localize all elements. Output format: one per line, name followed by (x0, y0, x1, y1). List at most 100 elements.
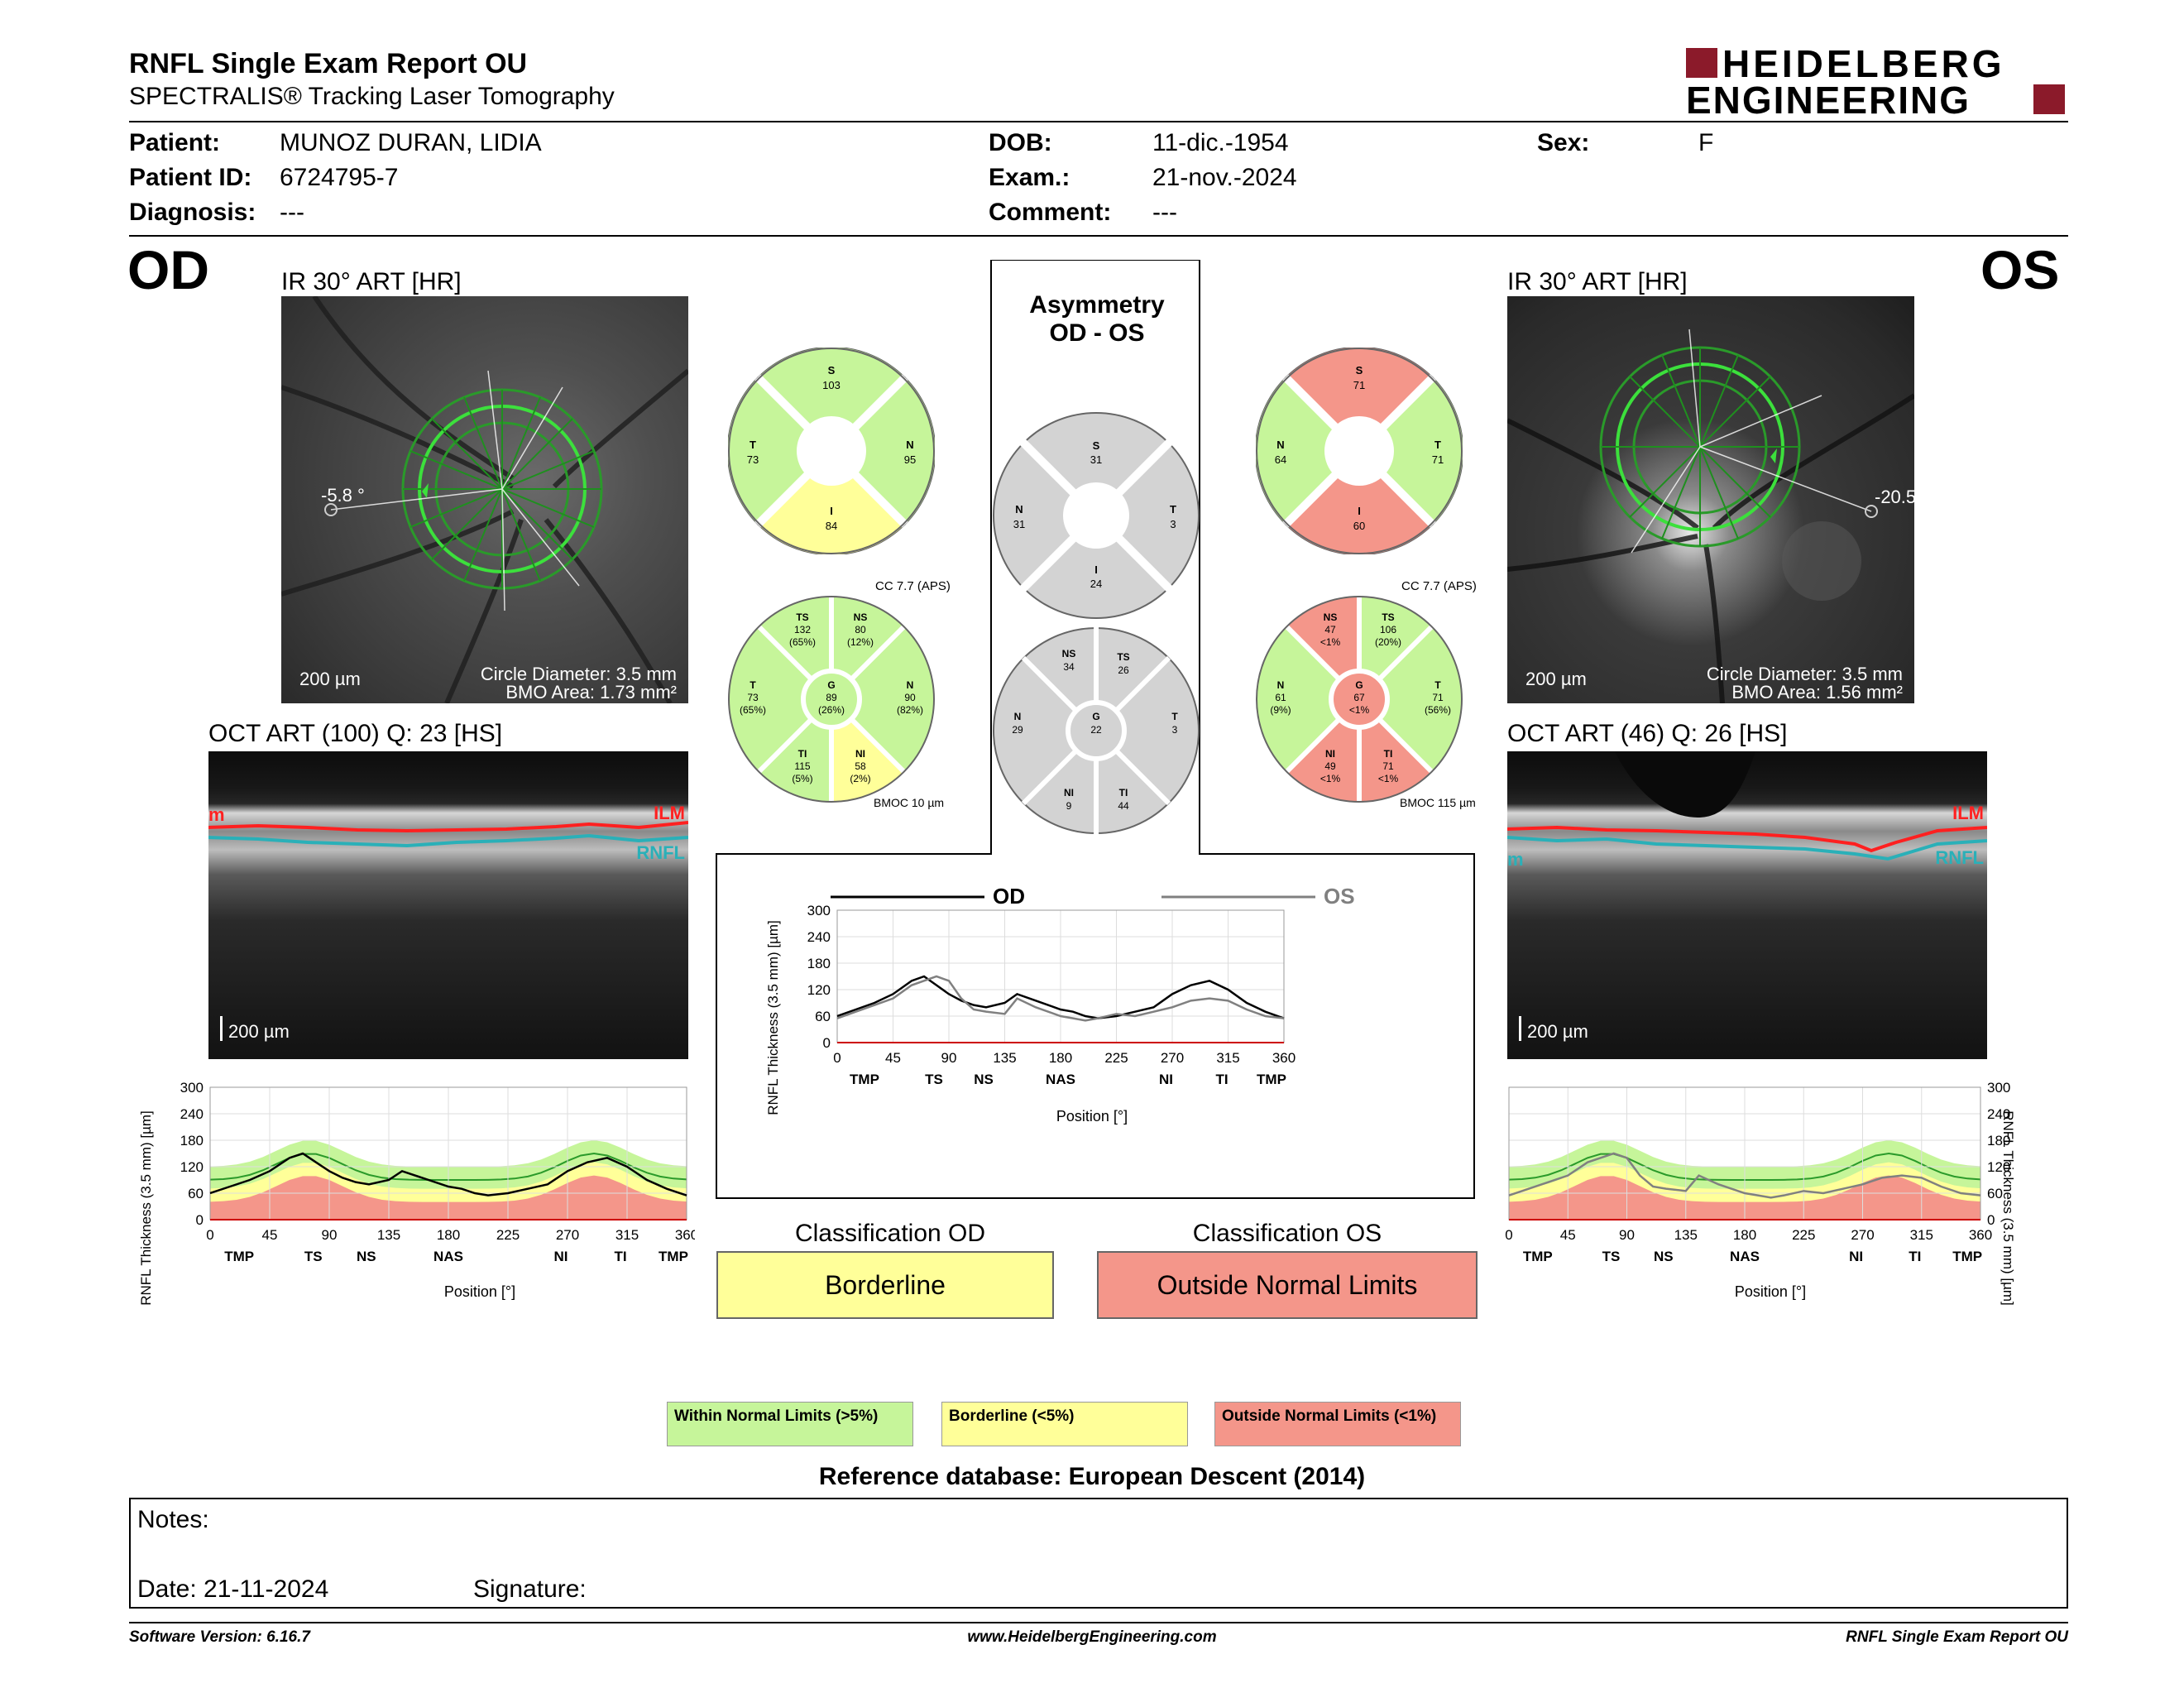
center-ytick-label: 300 (807, 903, 831, 918)
od-profile-sector-label: NAS (433, 1249, 463, 1264)
svg-text:115: 115 (794, 760, 810, 772)
svg-text:T: T (1434, 439, 1441, 451)
os-profile-chart: RNFL Thickness (3.5 mm) [µm] Position [°… (1505, 1080, 2016, 1306)
classification-od-box: Borderline (716, 1251, 1054, 1319)
svg-text:I: I (830, 505, 833, 517)
center-sector-label: NAS (1046, 1072, 1075, 1087)
os-profile-xtick-label: 315 (1910, 1227, 1933, 1243)
os-ir-scale: 200 µm (1525, 669, 1587, 689)
svg-text:(65%): (65%) (789, 636, 816, 648)
os-profile-xtick-label: 360 (1969, 1227, 1992, 1243)
od-profile-sector-label: TI (614, 1249, 626, 1264)
svg-text:61: 61 (1275, 692, 1286, 703)
svg-text:73: 73 (747, 692, 759, 703)
od-angle: -5.8 ° (321, 485, 365, 506)
od-ilm-label: ILM (654, 803, 685, 823)
report-title: RNFL Single Exam Report OU (129, 48, 528, 79)
svg-text:67: 67 (1353, 692, 1365, 703)
notes-label: Notes: (137, 1506, 209, 1533)
svg-text:106: 106 (1380, 624, 1396, 635)
od-profile-sector-label: NI (554, 1249, 568, 1264)
reference-database: Reference database: European Descent (20… (818, 1463, 1366, 1490)
center-xtick-label: 360 (1272, 1050, 1296, 1066)
od-profile-xtick-label: 315 (615, 1227, 639, 1243)
od-profile-xlabel: Position [°] (444, 1283, 515, 1300)
od-profile-ytick-label: 180 (180, 1133, 204, 1149)
svg-text:26: 26 (1118, 664, 1129, 676)
svg-text:S: S (1093, 439, 1100, 452)
od-profile-ytick-label: 240 (180, 1106, 204, 1122)
os-profile-xtick-label: 45 (1560, 1227, 1576, 1243)
os-profile-xtick-label: 180 (1733, 1227, 1756, 1243)
center-sector-label: NS (974, 1072, 994, 1087)
od-profile-chart: RNFL Thickness (3.5 mm) [µm] Position [°… (138, 1080, 695, 1306)
center-sector-label: TMP (850, 1072, 879, 1087)
svg-text:90: 90 (904, 692, 916, 703)
svg-text:TI: TI (798, 748, 807, 760)
svg-text:NS: NS (1324, 611, 1338, 623)
exam-label: Exam.: (989, 164, 1070, 191)
svg-text:(9%): (9%) (1270, 704, 1291, 716)
dob-value: 11-dic.-1954 (1152, 129, 1289, 156)
asymmetry-title-2: OD - OS (1049, 319, 1145, 347)
svg-text:(26%): (26%) (818, 704, 845, 716)
svg-text:(20%): (20%) (1375, 636, 1401, 648)
od-oct-title: OCT ART (100) Q: 23 [HS] (208, 720, 503, 747)
od-profile-ylabel: RNFL Thickness (3.5 mm) [µm] (138, 1110, 154, 1306)
svg-text:<1%: <1% (1320, 636, 1341, 648)
comment-label: Comment: (989, 199, 1112, 226)
os-profile-ytick-label: 0 (1987, 1212, 1995, 1228)
svg-text:71: 71 (1432, 692, 1444, 703)
svg-text:(56%): (56%) (1425, 704, 1451, 716)
svg-text:S: S (1356, 364, 1363, 376)
svg-text:<1%: <1% (1320, 773, 1341, 784)
svg-text:TS: TS (1117, 651, 1129, 663)
os-ilm-label: ILM (1952, 803, 1984, 823)
diagnosis-label: Diagnosis: (129, 199, 256, 226)
od-eye-label: OD (127, 239, 209, 300)
svg-text:NI: NI (855, 748, 865, 760)
center-sector-label: TS (925, 1072, 943, 1087)
od-ir-title: IR 30° ART [HR] (281, 268, 462, 295)
os-circle-diameter: Circle Diameter: 3.5 mm (1706, 664, 1903, 684)
os-profile-sector-label: TI (1909, 1249, 1921, 1264)
od-profile-ytick-label: 60 (188, 1186, 204, 1201)
svg-text:T: T (1170, 503, 1176, 516)
svg-text:TI: TI (1384, 748, 1393, 760)
center-xtick-label: 0 (833, 1050, 841, 1066)
classification-od-label: Classification OD (794, 1220, 986, 1247)
os-eye-label: OS (1980, 239, 2060, 300)
diagnosis-value: --- (280, 199, 304, 226)
center-xtick-label: 225 (1104, 1050, 1128, 1066)
svg-text:47: 47 (1324, 624, 1336, 635)
svg-text:3: 3 (1172, 724, 1178, 736)
od-profile-xtick-label: 135 (377, 1227, 400, 1243)
od-profile-xtick-label: 270 (556, 1227, 579, 1243)
svg-text:N: N (1277, 679, 1285, 691)
od-cc: CC 7.7 (APS) (875, 579, 951, 593)
footer-report-name: RNFL Single Exam Report OU (1846, 1628, 2068, 1646)
svg-text:G: G (1355, 679, 1363, 691)
classification-os-label: Classification OS (1192, 1220, 1382, 1247)
od-profile-xtick-label: 90 (322, 1227, 338, 1243)
svg-text:I: I (1094, 563, 1098, 576)
svg-text:71: 71 (1382, 760, 1394, 772)
comment-value: --- (1152, 199, 1177, 226)
os-bmo-area: BMO Area: 1.56 mm² (1731, 682, 1903, 703)
asymmetry-sector-chart: NS 34 TS 26 N 29 G 22 T 3 NI 9 TI 44 (993, 627, 1200, 834)
os-profile-sector-label: NS (1654, 1249, 1674, 1264)
exam-value: 21-nov.-2024 (1152, 164, 1297, 191)
svg-text:58: 58 (855, 760, 866, 772)
patient-name: MUNOZ DURAN, LIDIA (280, 129, 542, 156)
os-profile-xlabel: Position [°] (1735, 1283, 1806, 1300)
os-profile-xtick-label: 270 (1851, 1227, 1874, 1243)
od-bmo-area: BMO Area: 1.73 mm² (505, 682, 677, 703)
od-fundus-image: -5.8 ° 200 µm Circle Diameter: 3.5 mm BM… (281, 296, 688, 703)
od-oct-edge-mark: m (208, 804, 225, 825)
center-xtick-label: 270 (1161, 1050, 1184, 1066)
os-rnfl-label: RNFL (1935, 847, 1984, 868)
od-profile-sector-label: TMP (659, 1249, 688, 1264)
center-sector-label: TI (1215, 1072, 1228, 1087)
svg-text:NI: NI (1064, 787, 1074, 798)
svg-text:T: T (1171, 711, 1178, 722)
